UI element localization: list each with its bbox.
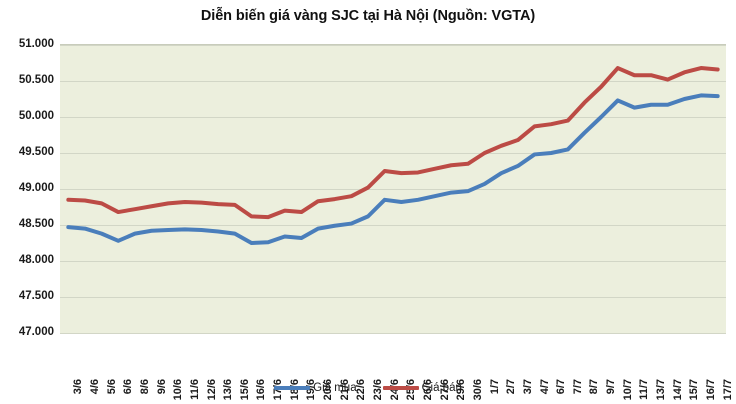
y-axis-tick-label: 50.000 [18, 110, 54, 122]
gridline [60, 189, 726, 190]
gridline [60, 225, 726, 226]
x-axis: 3/6 4/6 5/6 6/6 8/6 9/6 10/6 11/6 12/6 13/6 15/6 16… [60, 335, 733, 400]
chart-legend: Giá mua Giá bán [0, 382, 736, 394]
series-line [66, 93, 720, 245]
legend-item[interactable]: Giá mua [274, 382, 357, 394]
y-axis-tick-label: 47.000 [18, 326, 54, 338]
chart-title: Diễn biến giá vàng SJC tại Hà Nội (Nguồn… [200, 8, 536, 24]
legend-label: Giá bán [421, 382, 462, 394]
series-lines [66, 66, 720, 245]
y-axis-tick-label: 48.000 [18, 254, 54, 266]
y-axis-tick-label: 50.500 [18, 74, 54, 86]
legend-item[interactable]: Giá bán [382, 382, 462, 394]
gridline [60, 153, 726, 154]
y-axis-tick-label: 48.500 [18, 218, 54, 230]
plot-area [60, 44, 726, 334]
gridlines [60, 45, 726, 334]
legend-color-swatch [274, 386, 311, 390]
gridline [60, 45, 726, 46]
legend-color-swatch [382, 386, 419, 390]
y-axis-tick-label: 49.000 [18, 182, 54, 194]
gridline [60, 81, 726, 82]
series-line [66, 66, 720, 220]
y-axis: 51.000 50.500 50.000 49.500 49.000 48.500 48.0… [0, 38, 54, 338]
y-axis-tick-label: 47.500 [18, 290, 54, 302]
gridline [60, 117, 726, 118]
y-axis-tick-label: 51.000 [18, 38, 54, 50]
gridline [60, 333, 726, 334]
gridline [60, 261, 726, 262]
y-axis-tick-label: 49.500 [18, 146, 54, 158]
gridline [60, 297, 726, 298]
legend-label: Giá mua [313, 382, 357, 394]
